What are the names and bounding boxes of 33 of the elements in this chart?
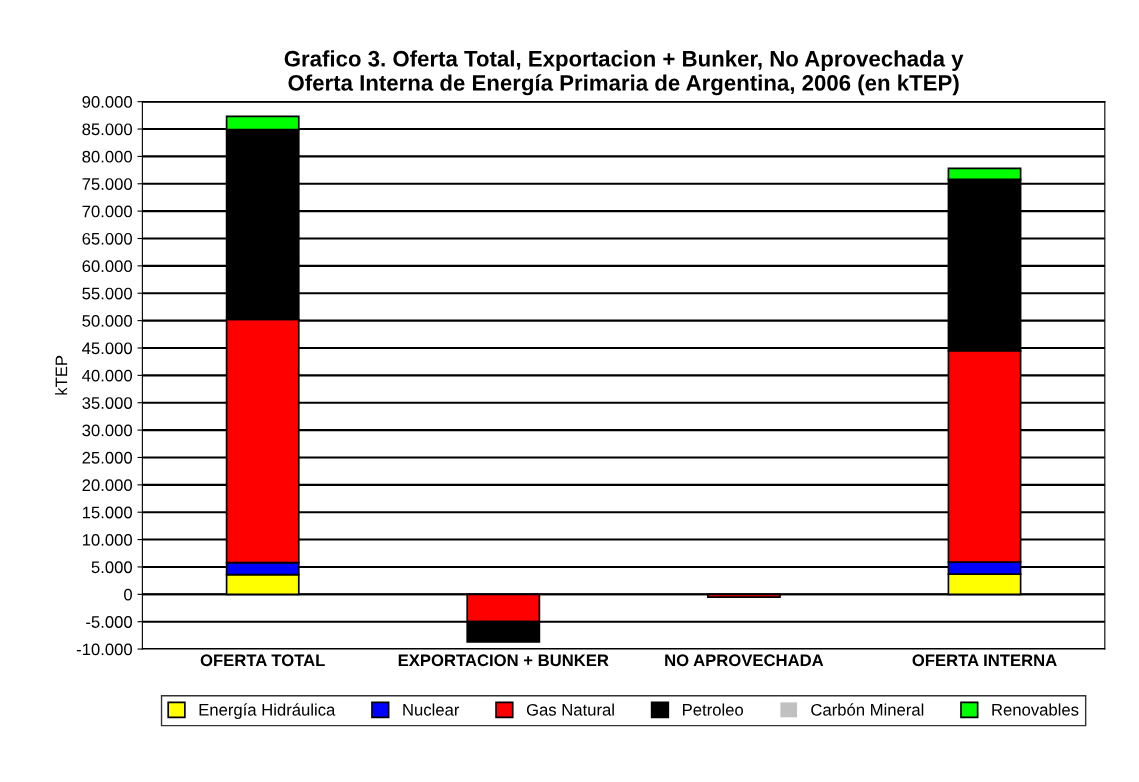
y-tick-label: 35.000 — [82, 397, 133, 409]
y-tick-label: 30.000 — [82, 424, 133, 437]
y-tick-label: 85.000 — [82, 123, 133, 136]
y-tick-label: 50.000 — [82, 315, 133, 327]
x-tick-label: OFERTA TOTAL — [200, 654, 325, 667]
y-tick-label: 10.000 — [82, 533, 133, 546]
y-tick-label: 75.000 — [82, 178, 133, 190]
y-tick-label: 45.000 — [82, 342, 133, 355]
x-tick-label: OFERTA INTERNA — [912, 654, 1057, 667]
y-tick-label: 40.000 — [82, 369, 133, 382]
y-tick-label: 5.000 — [91, 561, 132, 574]
y-tick-label: 65.000 — [82, 232, 133, 245]
y-tick-label: 90.000 — [82, 96, 133, 108]
y-tick-label: 20.000 — [82, 479, 133, 492]
chart-title: Grafico 3. Oferta Total, Exportacion + Bunker, No Aprovechada y Oferta Interna de Energía Primaria de Argentina, 2006 (en kTEP) — [284, 50, 964, 96]
legend-label: Gas Natural — [526, 703, 614, 716]
y-tick-label: -10.000 — [76, 643, 133, 656]
y-tick-label: 80.000 — [82, 150, 133, 163]
y-tick-label: 70.000 — [82, 205, 133, 218]
x-tick-label: NO APROVECHADA — [665, 654, 824, 667]
legend-label: Nuclear — [403, 703, 460, 716]
legend-label: Energía Hidráulica — [199, 703, 336, 719]
y-axis-title: kTEP — [55, 355, 68, 395]
y-tick-label: -5.000 — [86, 616, 133, 628]
y-tick-label: 15.000 — [82, 506, 133, 519]
y-tick-label: 55.000 — [82, 287, 133, 300]
legend-label: Petroleo — [683, 703, 744, 716]
y-tick-label: 0 — [124, 588, 132, 601]
y-tick-label: 60.000 — [82, 260, 133, 273]
x-tick-label: EXPORTACION + BUNKER — [398, 654, 609, 667]
legend-label: Renovables — [992, 703, 1079, 716]
legend-label: Carbón Mineral — [811, 703, 924, 716]
y-tick-label: 25.000 — [82, 451, 133, 464]
